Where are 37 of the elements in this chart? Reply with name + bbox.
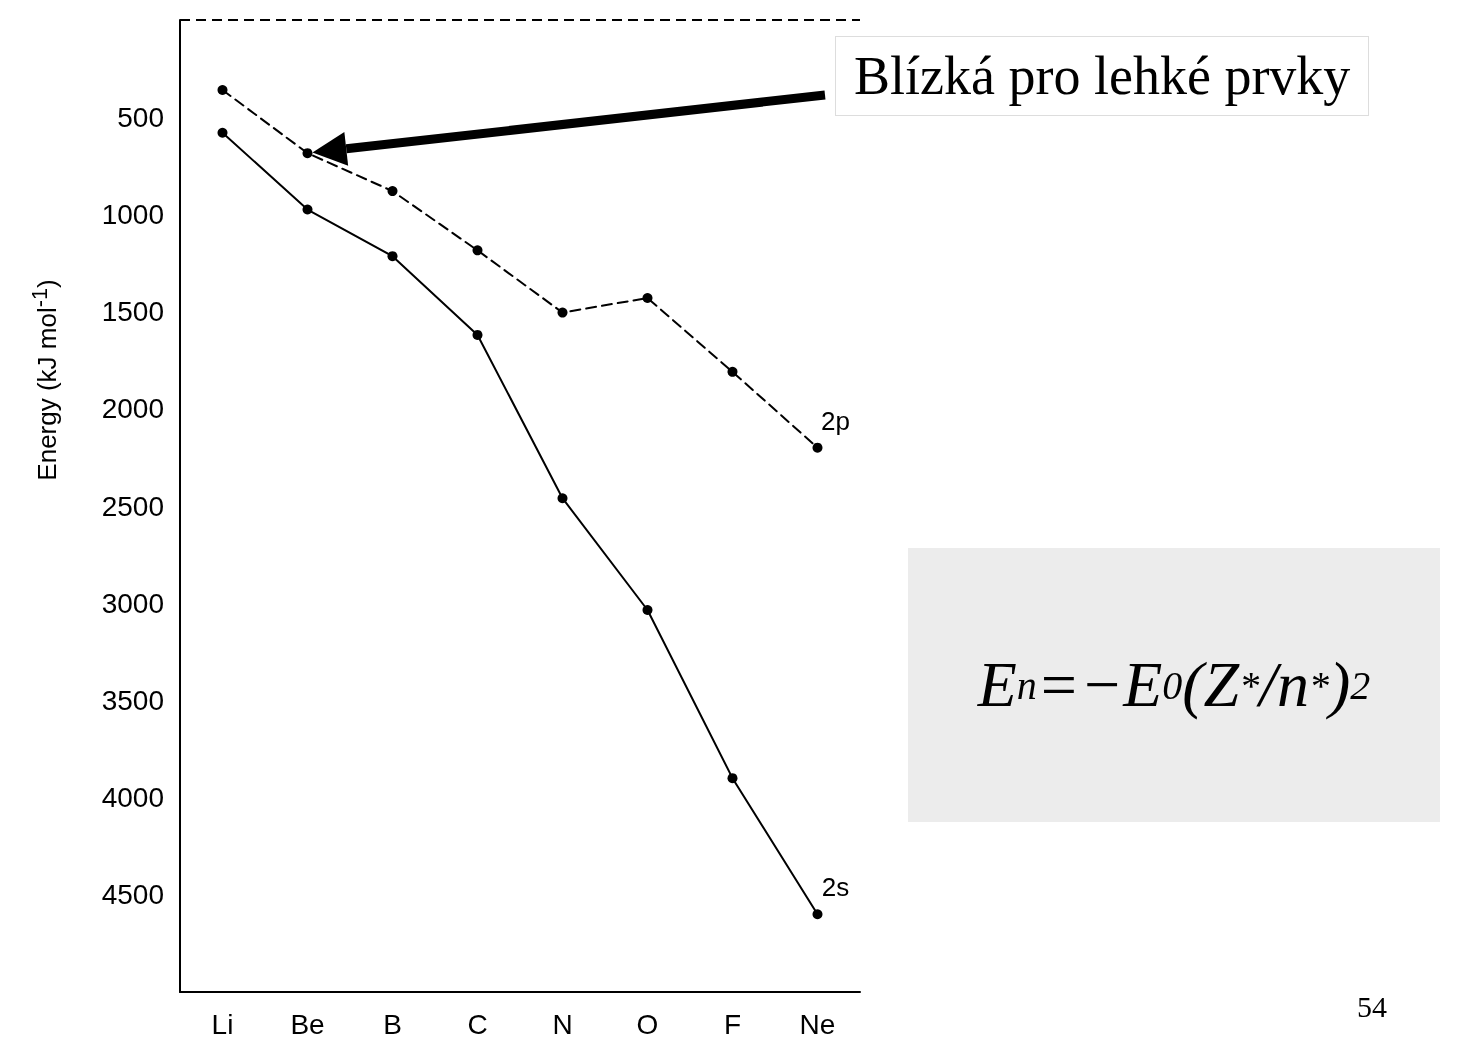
point: [472, 245, 483, 256]
y-tick-label: 1500: [101, 296, 164, 328]
x-tick-label: Be: [290, 1008, 325, 1040]
point: [727, 773, 738, 784]
point: [812, 442, 823, 453]
point: [302, 148, 313, 159]
point: [217, 127, 228, 138]
point: [812, 909, 823, 920]
text: 54: [1357, 990, 1387, 1024]
y-tick-label: 3000: [101, 587, 164, 619]
series-label: 2p: [821, 405, 850, 436]
point: [387, 251, 398, 262]
point: [557, 493, 568, 504]
y-tick-label: 500: [117, 101, 164, 133]
x-tick-label: Ne: [799, 1008, 836, 1040]
point: [642, 292, 653, 303]
point: [387, 186, 398, 197]
x-tick-label: O: [636, 1008, 659, 1040]
y-tick-label: 3500: [101, 684, 164, 716]
y-tick-label: 4500: [101, 879, 164, 911]
y-tick-label: 1000: [101, 198, 164, 230]
y-tick-label: 2000: [101, 393, 164, 425]
y-tick-label: 4000: [101, 782, 164, 814]
x-tick-label: F: [723, 1008, 742, 1040]
y-tick-label: 2500: [101, 490, 164, 522]
series-label: 2s: [821, 872, 850, 903]
point: [302, 204, 313, 215]
x-tick-label: B: [383, 1008, 402, 1040]
x-tick-label: Li: [211, 1008, 234, 1040]
x-tick-label: N: [552, 1008, 573, 1040]
annotation: Blízká pro lehké prvky: [835, 36, 1370, 116]
point: [472, 329, 483, 340]
point: [557, 307, 568, 318]
point: [727, 366, 738, 377]
point: [217, 84, 228, 95]
point: [642, 605, 653, 615]
x-tick-label: C: [467, 1008, 488, 1040]
